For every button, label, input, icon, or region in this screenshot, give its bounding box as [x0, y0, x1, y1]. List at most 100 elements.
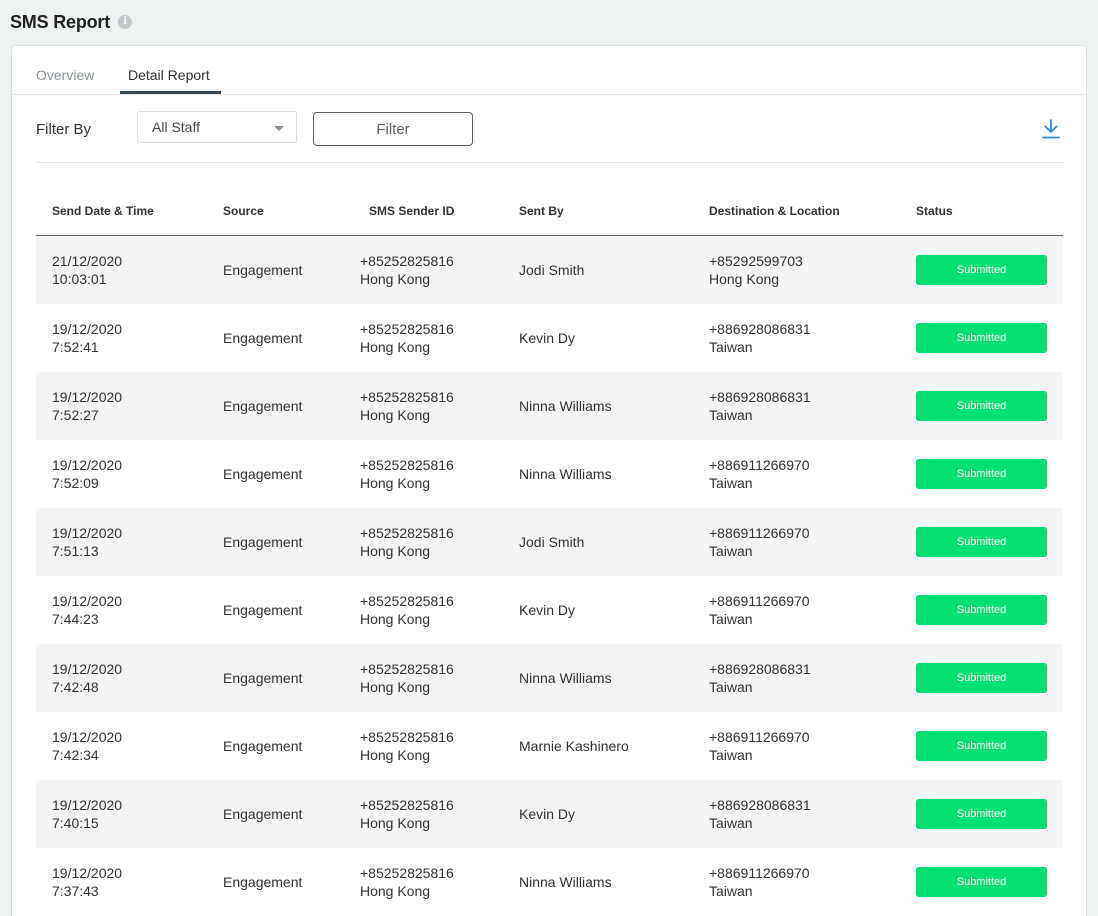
filter-button[interactable]: Filter: [313, 112, 473, 146]
status-cell: Submitted: [916, 323, 1047, 353]
destination-location: +886928086831 Taiwan: [709, 389, 811, 423]
table-row[interactable]: 19/12/2020 7:52:09 Engagement +8525282581…: [36, 440, 1063, 508]
send-date-time: 19/12/2020 7:40:15: [52, 797, 123, 831]
chevron-down-icon: [274, 126, 284, 131]
filter-by-label: Filter By: [36, 121, 92, 138]
table-row[interactable]: 19/12/2020 7:40:15 Engagement +8525282581…: [36, 780, 1063, 848]
destination-location: +886911266970 Taiwan: [709, 457, 810, 491]
sent-by: Jodi Smith: [519, 534, 585, 550]
sms-report-table: Send Date & Time Source SMS Sender ID Se…: [36, 186, 1063, 916]
source: Engagement: [223, 466, 303, 482]
status-cell: Submitted: [916, 663, 1047, 693]
tab-detail-report[interactable]: Detail Report: [128, 67, 210, 83]
header-sent-by[interactable]: Sent By: [519, 204, 564, 218]
send-date-time: 19/12/2020 7:42:48: [52, 661, 123, 695]
sms-sender-id: +85252825816 Hong Kong: [360, 525, 454, 559]
header-destination-location[interactable]: Destination & Location: [709, 204, 840, 218]
send-date-time: 19/12/2020 7:44:23: [52, 593, 123, 627]
send-date-time: 19/12/2020 7:42:34: [52, 729, 123, 763]
sms-sender-id: +85252825816 Hong Kong: [360, 593, 454, 627]
status-badge: Submitted: [916, 799, 1047, 829]
tab-bar: Overview Detail Report: [12, 46, 1086, 95]
source: Engagement: [223, 602, 303, 618]
source: Engagement: [223, 398, 303, 414]
source: Engagement: [223, 534, 303, 550]
destination-location: +886928086831 Taiwan: [709, 321, 811, 355]
table-row[interactable]: 19/12/2020 7:42:34 Engagement +8525282581…: [36, 712, 1063, 780]
sms-sender-id: +85252825816 Hong Kong: [360, 457, 454, 491]
status-cell: Submitted: [916, 527, 1047, 557]
destination-location: +886911266970 Taiwan: [709, 865, 810, 899]
source: Engagement: [223, 738, 303, 754]
status-badge: Submitted: [916, 527, 1047, 557]
active-tab-indicator: [120, 91, 221, 94]
status-badge: Submitted: [916, 323, 1047, 353]
destination-location: +886911266970 Taiwan: [709, 593, 810, 627]
table-row[interactable]: 19/12/2020 7:42:48 Engagement +8525282581…: [36, 644, 1063, 712]
status-badge: Submitted: [916, 255, 1047, 285]
sms-sender-id: +85252825816 Hong Kong: [360, 253, 454, 287]
sent-by: Ninna Williams: [519, 398, 612, 414]
status-badge: Submitted: [916, 391, 1047, 421]
table-row[interactable]: 19/12/2020 7:52:41 Engagement +8525282581…: [36, 304, 1063, 372]
sms-sender-id: +85252825816 Hong Kong: [360, 865, 454, 899]
sent-by: Kevin Dy: [519, 806, 576, 822]
status-cell: Submitted: [916, 731, 1047, 761]
destination-location: +886928086831 Taiwan: [709, 797, 811, 831]
status-cell: Submitted: [916, 799, 1047, 829]
header-send-date-time[interactable]: Send Date & Time: [52, 204, 154, 218]
table-row[interactable]: 19/12/2020 7:37:43 Engagement +8525282581…: [36, 848, 1063, 916]
send-date-time: 19/12/2020 7:52:09: [52, 457, 123, 491]
filter-divider: [36, 162, 1063, 163]
staff-select-value: All Staff: [152, 119, 200, 135]
status-badge: Submitted: [916, 731, 1047, 761]
page-title: SMS Report: [10, 11, 111, 32]
table-row[interactable]: 19/12/2020 7:52:27 Engagement +8525282581…: [36, 372, 1063, 440]
status-badge: Submitted: [916, 867, 1047, 897]
sms-sender-id: +85252825816 Hong Kong: [360, 321, 454, 355]
sms-sender-id: +85252825816 Hong Kong: [360, 661, 454, 695]
send-date-time: 19/12/2020 7:52:27: [52, 389, 123, 423]
table-row[interactable]: 19/12/2020 7:51:13 Engagement +8525282581…: [36, 508, 1063, 576]
source: Engagement: [223, 874, 303, 890]
destination-location: +886911266970 Taiwan: [709, 729, 810, 763]
status-badge: Submitted: [916, 663, 1047, 693]
send-date-time: 19/12/2020 7:51:13: [52, 525, 123, 559]
status-badge: Submitted: [916, 459, 1047, 489]
sent-by: Marnie Kashinero: [519, 738, 629, 754]
download-icon[interactable]: [1041, 118, 1061, 140]
table-row[interactable]: 21/12/2020 10:03:01 Engagement +852528258…: [36, 236, 1063, 304]
status-cell: Submitted: [916, 255, 1047, 285]
sms-sender-id: +85252825816 Hong Kong: [360, 389, 454, 423]
table-header: Send Date & Time Source SMS Sender ID Se…: [36, 186, 1063, 236]
send-date-time: 19/12/2020 7:37:43: [52, 865, 123, 899]
send-date-time: 19/12/2020 7:52:41: [52, 321, 123, 355]
staff-select[interactable]: All Staff: [137, 111, 297, 143]
status-badge: Submitted: [916, 595, 1047, 625]
sms-sender-id: +85252825816 Hong Kong: [360, 729, 454, 763]
sent-by: Kevin Dy: [519, 602, 576, 618]
info-icon[interactable]: i: [118, 15, 133, 29]
destination-location: +886911266970 Taiwan: [709, 525, 810, 559]
tab-overview[interactable]: Overview: [36, 67, 95, 83]
destination-location: +85292599703 Hong Kong: [709, 253, 803, 287]
destination-location: +886928086831 Taiwan: [709, 661, 811, 695]
sent-by: Ninna Williams: [519, 466, 612, 482]
source: Engagement: [223, 806, 303, 822]
header-status[interactable]: Status: [916, 204, 953, 218]
report-card: Overview Detail Report Filter By All Sta…: [11, 45, 1087, 916]
source: Engagement: [223, 670, 303, 686]
table-row[interactable]: 19/12/2020 7:44:23 Engagement +8525282581…: [36, 576, 1063, 644]
page-header: SMS Report i: [10, 8, 133, 36]
sent-by: Jodi Smith: [519, 262, 585, 278]
header-sms-sender-id[interactable]: SMS Sender ID: [369, 204, 455, 218]
sent-by: Kevin Dy: [519, 330, 576, 346]
source: Engagement: [223, 330, 303, 346]
status-cell: Submitted: [916, 595, 1047, 625]
send-date-time: 21/12/2020 10:03:01: [52, 253, 123, 287]
status-cell: Submitted: [916, 459, 1047, 489]
sent-by: Ninna Williams: [519, 670, 612, 686]
status-cell: Submitted: [916, 391, 1047, 421]
header-source[interactable]: Source: [223, 204, 264, 218]
sent-by: Ninna Williams: [519, 874, 612, 890]
